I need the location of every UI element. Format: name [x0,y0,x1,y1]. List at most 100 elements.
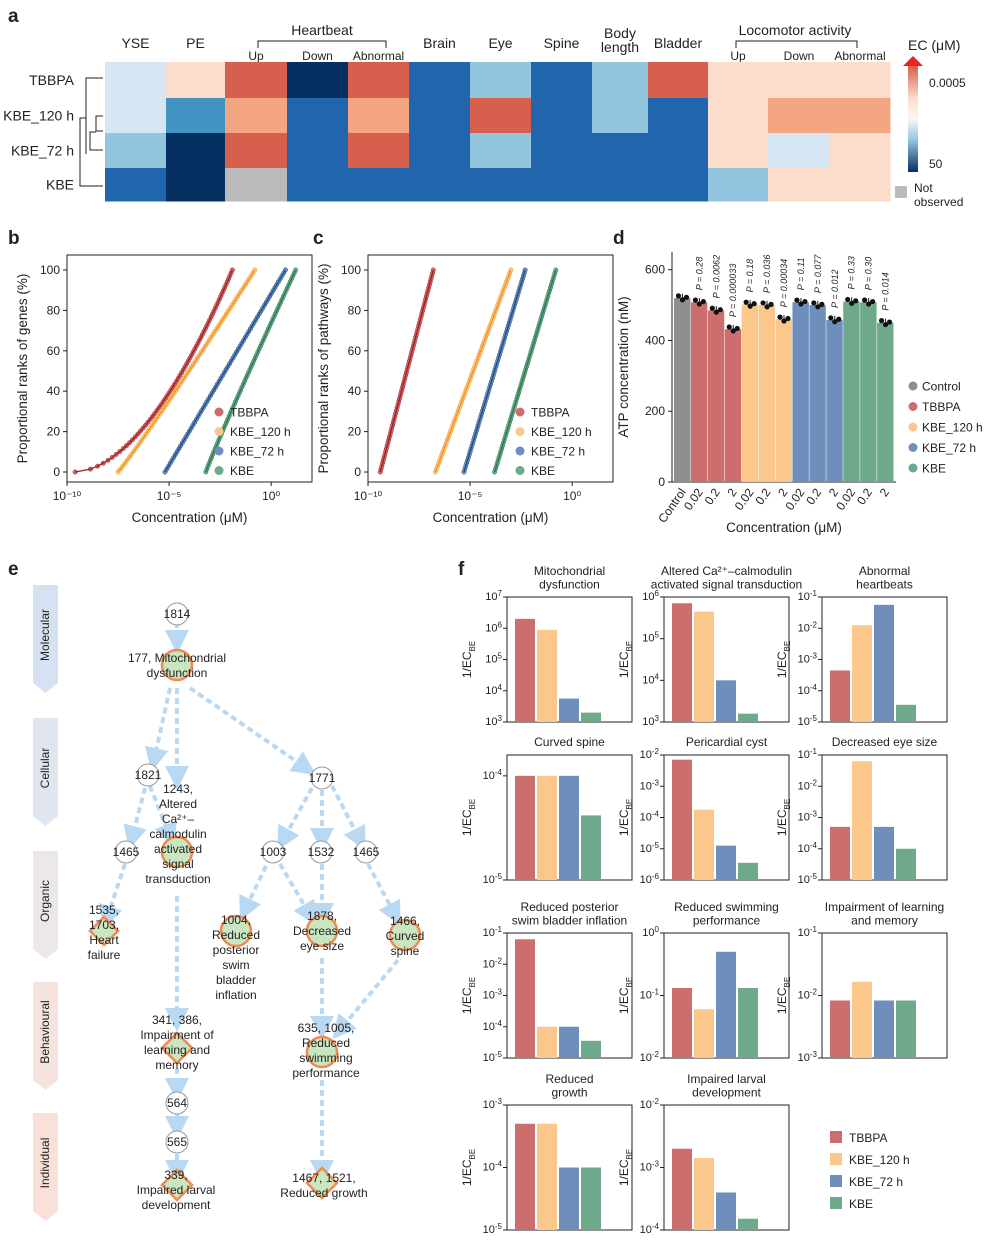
plot-frame [367,254,614,483]
y-axis-label: 1/ECBE [460,1149,477,1186]
subplot-title: development [692,1086,761,1100]
heatmap-cell [348,168,410,202]
ec-bar [738,988,758,1058]
data-point [553,267,559,273]
column-label: Spine [544,35,580,51]
legend-marker [214,407,224,417]
ec-colorbar [908,66,918,172]
p-value-label: P = 0.0062 [711,255,721,298]
heatmap-cell [708,168,769,202]
ec-bar [672,1148,692,1230]
event-text-learn: 341, 386, [152,1013,202,1027]
ec-bar [852,761,872,880]
heatmap-cell [648,62,709,99]
ke-564: 564 [167,1096,187,1110]
replicate-point [819,301,825,307]
ec-bar [581,1167,601,1230]
heatmap-cell [768,133,831,169]
replicate-point [713,309,719,315]
y-tick-label: 105 [642,631,659,645]
row-label: TBBPA [29,72,75,88]
subplot-title: Reduced swimming [674,900,779,914]
p-value-label: P = 0.11 [796,257,806,290]
heatmap-cell [166,98,226,134]
ec-bar [716,951,736,1058]
legend-marker [908,381,918,391]
y-tick-label: 104 [485,683,502,697]
p-value-label: P = 0.077 [813,254,823,293]
y-axis-label: 1/ECBE [617,977,634,1014]
event-text-swim: Reduced [302,1036,350,1050]
event-text-growth: 1467, 1521, [292,1171,355,1185]
y-tick-label: 100 [40,263,60,277]
y-tick-label: 10-4 [640,1222,660,1236]
replicate-point [815,304,821,310]
panel-label-f: f [458,559,465,580]
y-axis-label: 1/ECBE [775,641,792,678]
level-arrow [33,851,58,959]
event-text-spine: Curved [386,929,425,943]
legend-marker [515,466,525,475]
p-value-label: P = 0.33 [847,256,857,289]
heatmap-cell [708,133,769,169]
y-tick-label: 40 [47,384,61,398]
ke-1465-left: 1465 [113,845,140,859]
event-marker [219,914,253,948]
aop-key-event-circles: 1814 1821 1465 1771 1003 1532 1465 564 5… [113,602,380,1154]
atp-bar [860,302,877,482]
replicate-point [811,300,817,306]
y-tick-label: 10-3 [798,1050,818,1064]
ke-1771: 1771 [309,771,336,785]
heatmap-cell [708,98,769,134]
plot-frame [66,254,313,483]
y-axis-label: 1/ECBE [460,977,477,1014]
panel-label-a: a [8,6,19,27]
ec-bar [515,775,535,880]
subplot-title: Impairment of learning [825,900,944,914]
atp-bar [843,301,860,482]
ec-bar [515,939,535,1058]
replicate-point [692,297,698,303]
ec-bar [672,759,692,880]
ec-bar [830,670,850,722]
column-label: Up [248,49,264,63]
y-axis-label: 1/ECBE [775,799,792,836]
event-marker [305,1035,339,1069]
y-tick-label: 10-1 [483,925,503,939]
y-tick-label: 10-3 [640,1160,660,1174]
heatmap-cell [225,133,288,169]
fit-curve [75,269,233,473]
event-marker [160,1168,194,1202]
heatmap-cell [166,62,226,99]
y-tick-label: 106 [642,589,659,603]
heatmap-cell [531,133,593,169]
heatmap-cell [409,62,471,99]
ec-bar [874,604,894,722]
ec-bar [738,862,758,880]
subplot-title: Decreased eye size [832,735,938,749]
ec-bar [537,775,557,880]
ke-1821: 1821 [135,768,162,782]
heatmap-cell [470,168,532,202]
subplot-title: Reduced [545,1072,593,1086]
ec-bar [672,988,692,1058]
event-text-heart: 1535, [89,903,119,917]
aop-flow-arrows [99,622,401,1184]
event-marker [388,918,422,952]
y-tick-label: 10-2 [483,956,503,970]
legend-label: KBE [849,1197,873,1211]
row-label: KBE_72 h [11,143,74,159]
event-text-calm: activated [154,842,202,856]
y-tick-label: 10-4 [640,810,660,824]
column-label: Abnormal [353,49,404,63]
p-value-label: P = 0.014 [881,272,891,310]
heatmap-cell [470,62,532,99]
event-marker [160,835,194,869]
y-tick-label: 0 [53,465,60,479]
heatmap-cell [830,62,891,99]
y-tick-label: 10-5 [483,1050,503,1064]
level-arrow [33,585,58,693]
fit-curve [205,269,297,473]
